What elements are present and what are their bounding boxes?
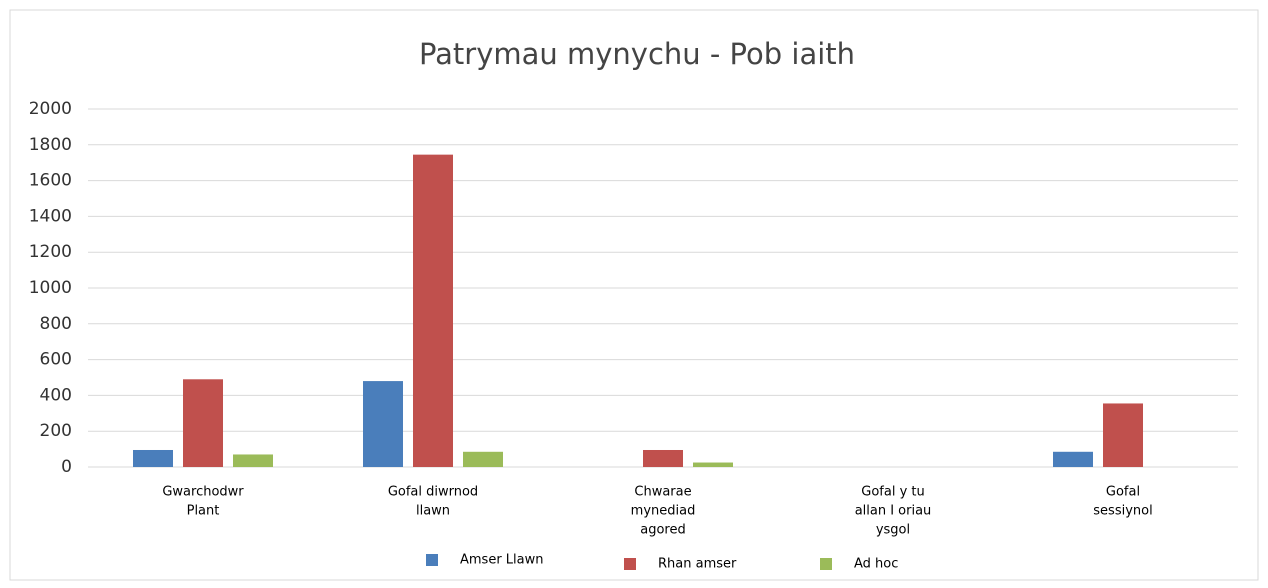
y-tick-label: 600 [40,350,72,370]
y-tick-label: 1800 [29,135,72,155]
bar [643,449,683,467]
bar [233,454,273,467]
bar [693,462,733,467]
bar [133,449,173,467]
bar [1103,403,1143,467]
legend-swatch [624,558,636,570]
y-tick-label: 1600 [29,171,72,191]
x-tick-label: sessiynol [1093,504,1152,519]
y-tick-label: 800 [40,314,72,334]
bar [413,154,453,467]
x-tick-label: agored [640,523,685,538]
x-tick-label: llawn [416,504,450,519]
x-tick-label: Gofal y tu [861,485,924,500]
bar [463,451,503,467]
legend-label: Ad hoc [854,557,898,572]
legend-swatch [820,558,832,570]
legend-swatch [426,554,438,566]
y-tick-label: 1000 [29,278,72,298]
y-tick-label: 1200 [29,242,72,262]
x-tick-label: Gofal [1106,485,1140,500]
bar [1053,451,1093,467]
x-tick-label: Plant [187,504,220,519]
legend-label: Amser Llawn [460,553,544,568]
bar [183,379,223,467]
y-tick-label: 1400 [29,206,72,226]
chart-frame [9,9,1259,581]
x-tick-label: Chwarae [634,485,691,500]
y-tick-label: 400 [40,385,72,405]
bar [363,381,403,467]
y-tick-label: 0 [61,457,72,477]
chart-title: Patrymau mynychu - Pob iaith [419,37,855,71]
x-tick-label: Gwarchodwr [162,485,244,500]
x-tick-label: mynediad [631,504,696,519]
x-tick-label: ysgol [876,523,910,538]
y-tick-label: 200 [40,421,72,441]
x-tick-label: allan I oriau [855,504,932,519]
y-tick-label: 2000 [29,99,72,119]
legend-label: Rhan amser [658,557,737,572]
x-tick-label: Gofal diwrnod [388,485,478,500]
